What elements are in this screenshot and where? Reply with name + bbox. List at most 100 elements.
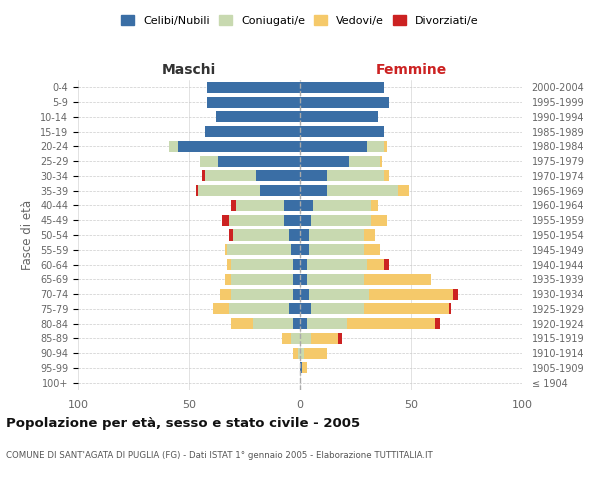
Bar: [178, 141, 300, 152]
Bar: [293, 274, 300, 285]
Bar: [231, 274, 293, 285]
Bar: [196, 185, 198, 196]
Bar: [200, 156, 218, 166]
Bar: [220, 288, 231, 300]
Bar: [364, 244, 380, 256]
Bar: [371, 214, 386, 226]
Bar: [385, 170, 389, 181]
Bar: [300, 304, 311, 314]
Bar: [224, 244, 227, 256]
Bar: [289, 230, 300, 240]
Bar: [369, 288, 453, 300]
Bar: [289, 304, 300, 314]
Bar: [380, 156, 382, 166]
Bar: [449, 304, 451, 314]
Bar: [307, 274, 364, 285]
Bar: [300, 156, 349, 166]
Bar: [364, 304, 449, 314]
Bar: [300, 141, 367, 152]
Bar: [300, 333, 311, 344]
Bar: [293, 259, 300, 270]
Bar: [293, 288, 300, 300]
Bar: [300, 170, 326, 181]
Bar: [347, 318, 436, 329]
Bar: [385, 259, 389, 270]
Bar: [436, 318, 440, 329]
Bar: [300, 244, 309, 256]
Bar: [364, 274, 431, 285]
Bar: [300, 230, 309, 240]
Bar: [229, 304, 289, 314]
Bar: [338, 333, 342, 344]
Bar: [300, 96, 389, 108]
Bar: [293, 348, 298, 358]
Bar: [371, 200, 378, 211]
Bar: [284, 200, 300, 211]
Bar: [291, 333, 300, 344]
Bar: [300, 214, 311, 226]
Bar: [231, 259, 293, 270]
Bar: [282, 333, 291, 344]
Bar: [205, 126, 300, 137]
Bar: [227, 259, 231, 270]
Bar: [309, 230, 364, 240]
Bar: [202, 170, 205, 181]
Bar: [300, 126, 385, 137]
Bar: [233, 230, 289, 240]
Bar: [260, 185, 300, 196]
Bar: [227, 244, 291, 256]
Bar: [231, 318, 253, 329]
Bar: [326, 185, 398, 196]
Bar: [198, 185, 260, 196]
Bar: [349, 156, 380, 166]
Text: Popolazione per età, sesso e stato civile - 2005: Popolazione per età, sesso e stato civil…: [6, 418, 360, 430]
Bar: [223, 214, 229, 226]
Bar: [307, 318, 347, 329]
Bar: [313, 200, 371, 211]
Bar: [205, 170, 256, 181]
Bar: [367, 259, 385, 270]
Bar: [231, 200, 236, 211]
Bar: [300, 185, 326, 196]
Bar: [309, 288, 369, 300]
Bar: [300, 259, 307, 270]
Bar: [256, 170, 300, 181]
Bar: [311, 304, 364, 314]
Bar: [214, 304, 229, 314]
Bar: [309, 244, 364, 256]
Bar: [293, 318, 300, 329]
Bar: [298, 348, 300, 358]
Bar: [284, 214, 300, 226]
Bar: [300, 112, 378, 122]
Bar: [231, 288, 293, 300]
Text: Femmine: Femmine: [376, 64, 446, 78]
Bar: [304, 348, 326, 358]
Bar: [300, 318, 307, 329]
Bar: [385, 141, 386, 152]
Bar: [364, 230, 376, 240]
Bar: [300, 200, 313, 211]
Bar: [311, 333, 338, 344]
Text: Maschi: Maschi: [162, 64, 216, 78]
Bar: [229, 214, 284, 226]
Bar: [300, 274, 307, 285]
Bar: [300, 288, 309, 300]
Bar: [236, 200, 284, 211]
Bar: [398, 185, 409, 196]
Bar: [302, 362, 307, 374]
Legend: Celibi/Nubili, Coniugati/e, Vedovi/e, Divorziati/e: Celibi/Nubili, Coniugati/e, Vedovi/e, Di…: [117, 10, 483, 30]
Y-axis label: Fasce di età: Fasce di età: [22, 200, 34, 270]
Bar: [326, 170, 385, 181]
Bar: [207, 82, 300, 93]
Bar: [300, 348, 304, 358]
Bar: [224, 274, 231, 285]
Bar: [367, 141, 385, 152]
Bar: [300, 362, 302, 374]
Text: COMUNE DI SANT'AGATA DI PUGLIA (FG) - Dati ISTAT 1° gennaio 2005 - Elaborazione : COMUNE DI SANT'AGATA DI PUGLIA (FG) - Da…: [6, 450, 433, 460]
Bar: [215, 112, 300, 122]
Bar: [229, 230, 233, 240]
Bar: [218, 156, 300, 166]
Bar: [453, 288, 458, 300]
Bar: [169, 141, 178, 152]
Bar: [307, 259, 367, 270]
